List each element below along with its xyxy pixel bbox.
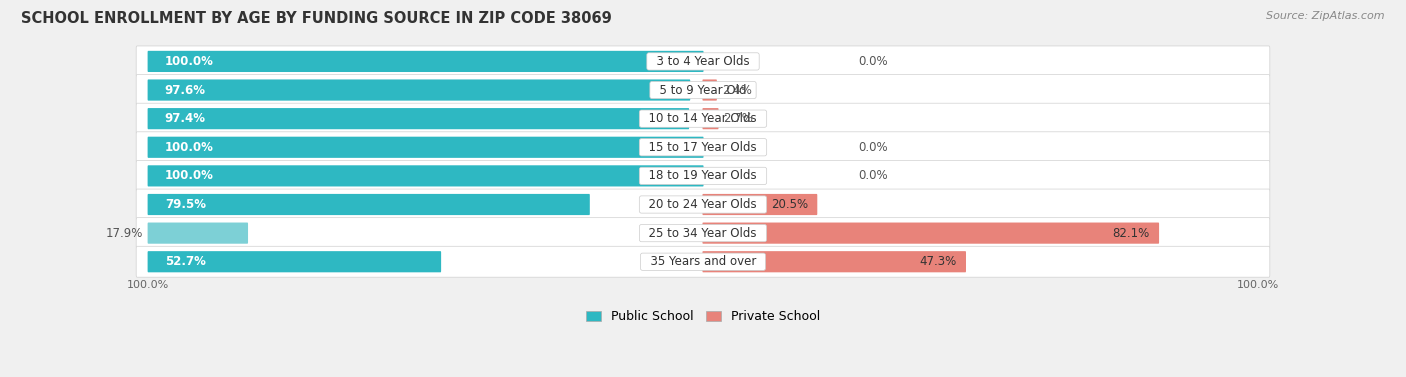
Text: 100.0%: 100.0% (1237, 280, 1279, 290)
Text: SCHOOL ENROLLMENT BY AGE BY FUNDING SOURCE IN ZIP CODE 38069: SCHOOL ENROLLMENT BY AGE BY FUNDING SOUR… (21, 11, 612, 26)
FancyBboxPatch shape (136, 161, 1270, 192)
FancyBboxPatch shape (148, 51, 703, 72)
Text: 0.0%: 0.0% (858, 55, 889, 68)
FancyBboxPatch shape (703, 108, 718, 129)
Text: 79.5%: 79.5% (165, 198, 205, 211)
FancyBboxPatch shape (148, 165, 703, 187)
Text: 100.0%: 100.0% (165, 55, 214, 68)
Legend: Public School, Private School: Public School, Private School (581, 305, 825, 328)
Text: 100.0%: 100.0% (165, 141, 214, 154)
Text: 3 to 4 Year Olds: 3 to 4 Year Olds (650, 55, 756, 68)
Text: 2.7%: 2.7% (724, 112, 754, 125)
Text: 52.7%: 52.7% (165, 255, 205, 268)
FancyBboxPatch shape (703, 194, 817, 215)
FancyBboxPatch shape (148, 251, 441, 272)
Text: 20 to 24 Year Olds: 20 to 24 Year Olds (641, 198, 765, 211)
Text: 20.5%: 20.5% (770, 198, 808, 211)
FancyBboxPatch shape (148, 108, 689, 129)
Text: 82.1%: 82.1% (1112, 227, 1150, 240)
Text: 100.0%: 100.0% (165, 169, 214, 182)
FancyBboxPatch shape (148, 80, 690, 101)
FancyBboxPatch shape (136, 189, 1270, 220)
FancyBboxPatch shape (703, 251, 966, 272)
FancyBboxPatch shape (136, 46, 1270, 77)
Text: 100.0%: 100.0% (127, 280, 169, 290)
Text: 15 to 17 Year Olds: 15 to 17 Year Olds (641, 141, 765, 154)
FancyBboxPatch shape (136, 75, 1270, 106)
Text: 2.4%: 2.4% (721, 84, 752, 97)
Text: 97.6%: 97.6% (165, 84, 205, 97)
FancyBboxPatch shape (136, 132, 1270, 163)
FancyBboxPatch shape (148, 194, 589, 215)
Text: 47.3%: 47.3% (920, 255, 956, 268)
Text: 10 to 14 Year Olds: 10 to 14 Year Olds (641, 112, 765, 125)
Text: 17.9%: 17.9% (105, 227, 142, 240)
FancyBboxPatch shape (136, 103, 1270, 134)
Text: 18 to 19 Year Olds: 18 to 19 Year Olds (641, 169, 765, 182)
Text: 5 to 9 Year Old: 5 to 9 Year Old (652, 84, 754, 97)
FancyBboxPatch shape (136, 246, 1270, 277)
FancyBboxPatch shape (148, 137, 703, 158)
Text: Source: ZipAtlas.com: Source: ZipAtlas.com (1267, 11, 1385, 21)
Text: 0.0%: 0.0% (858, 169, 889, 182)
Text: 0.0%: 0.0% (858, 141, 889, 154)
Text: 25 to 34 Year Olds: 25 to 34 Year Olds (641, 227, 765, 240)
FancyBboxPatch shape (703, 222, 1159, 244)
FancyBboxPatch shape (703, 80, 717, 101)
FancyBboxPatch shape (148, 222, 247, 244)
Text: 97.4%: 97.4% (165, 112, 205, 125)
Text: 35 Years and over: 35 Years and over (643, 255, 763, 268)
FancyBboxPatch shape (136, 218, 1270, 248)
